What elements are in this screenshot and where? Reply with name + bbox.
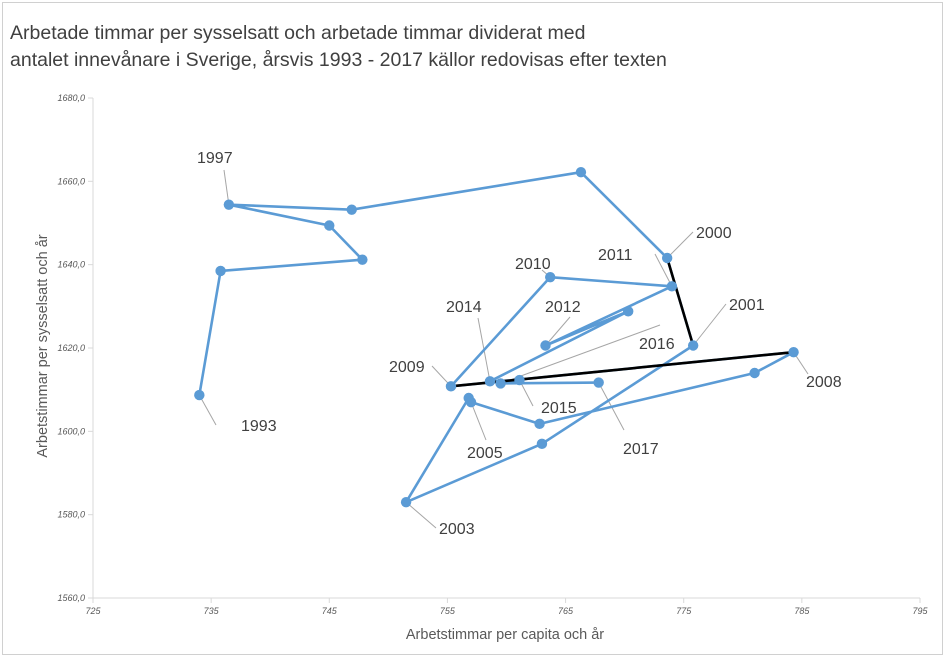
year-label-2015: 2015 bbox=[541, 400, 577, 417]
point-2002 bbox=[536, 438, 548, 450]
y-tick-label: 1560,0 bbox=[57, 593, 85, 603]
leader-2003 bbox=[405, 501, 437, 529]
series-markers bbox=[194, 166, 799, 508]
leader-2016 bbox=[500, 324, 661, 384]
year-label-1997: 1997 bbox=[197, 150, 233, 167]
leader-1993 bbox=[198, 394, 217, 426]
chart-title: Arbetade timmar per sysselsatt och arbet… bbox=[10, 20, 930, 74]
point-1995 bbox=[357, 254, 368, 265]
point-2010 bbox=[545, 271, 556, 283]
point-1994 bbox=[215, 265, 226, 277]
year-label-2005: 2005 bbox=[467, 445, 503, 462]
x-tick-label: 745 bbox=[322, 606, 338, 616]
leader-1997 bbox=[223, 169, 230, 205]
point-2014 bbox=[484, 376, 496, 387]
year-label-2012: 2012 bbox=[545, 299, 581, 316]
axes: 725 735 745 755 765 775 785 795 1560,0 1580,0 1600… bbox=[57, 93, 928, 616]
leader-2011 bbox=[654, 253, 673, 287]
point-2016 bbox=[495, 378, 506, 389]
point-2009 bbox=[445, 381, 457, 392]
point-2006 bbox=[534, 418, 545, 430]
year-label-2009: 2009 bbox=[389, 359, 425, 376]
y-tick-label: 1580,0 bbox=[57, 510, 85, 520]
highlight-segment-2009-2008 bbox=[450, 350, 794, 388]
chart-title-line-1: Arbetade timmar per sysselsatt och arbet… bbox=[10, 22, 586, 44]
year-label-2014: 2014 bbox=[446, 299, 482, 316]
year-label-2001: 2001 bbox=[729, 297, 765, 314]
x-tick-label: 795 bbox=[912, 606, 928, 616]
leader-2001 bbox=[692, 303, 727, 346]
y-tick-label: 1660,0 bbox=[57, 176, 85, 186]
x-tick-label: 785 bbox=[794, 606, 810, 616]
year-label-2003: 2003 bbox=[439, 521, 475, 538]
point-2005 bbox=[465, 396, 477, 408]
x-axis-title: Arbetstimmar per capita och år bbox=[406, 627, 604, 643]
year-label-2010: 2010 bbox=[515, 256, 551, 273]
point-2001 bbox=[687, 340, 699, 351]
leader-2000 bbox=[666, 231, 694, 259]
x-tick-label: 765 bbox=[558, 606, 574, 616]
chart-title-line-2: antalet innevånare i Sverige, årsvis 199… bbox=[10, 49, 667, 71]
point-1998 bbox=[346, 204, 357, 215]
point-2003 bbox=[400, 496, 412, 508]
point-2017 bbox=[593, 377, 604, 388]
y-tick-label: 1620,0 bbox=[57, 343, 85, 353]
year-label-2008: 2008 bbox=[806, 374, 842, 391]
year-labels: 1993 1997 2000 2001 2003 2005 2008 2009 2010 2011… bbox=[197, 150, 842, 538]
point-1993 bbox=[194, 389, 205, 401]
y-tick-label: 1680,0 bbox=[57, 93, 85, 103]
x-tick-label: 725 bbox=[85, 606, 101, 616]
year-label-1993: 1993 bbox=[241, 418, 277, 435]
year-label-2017: 2017 bbox=[623, 441, 659, 458]
highlight-segment-2000-2001 bbox=[665, 257, 695, 346]
point-1999 bbox=[575, 166, 587, 178]
year-label-2011: 2011 bbox=[598, 247, 633, 264]
year-label-2016: 2016 bbox=[639, 336, 675, 353]
y-tick-label: 1640,0 bbox=[57, 260, 85, 270]
year-label-2000: 2000 bbox=[696, 225, 732, 242]
y-tick-label: 1600,0 bbox=[57, 426, 85, 436]
point-2011 bbox=[666, 281, 678, 292]
leader-2012 bbox=[545, 316, 571, 346]
point-2013 bbox=[622, 306, 634, 317]
label-leader-lines bbox=[198, 169, 809, 529]
point-2007 bbox=[749, 367, 760, 379]
point-2008 bbox=[788, 346, 799, 358]
x-tick-label: 735 bbox=[204, 606, 220, 616]
leader-2005 bbox=[470, 401, 487, 441]
x-tick-label: 755 bbox=[440, 606, 456, 616]
point-2012 bbox=[540, 340, 551, 351]
point-1997 bbox=[223, 199, 235, 210]
x-tick-label: 775 bbox=[676, 606, 692, 616]
point-2015 bbox=[514, 374, 525, 386]
y-axis-title: Arbetstimmar per sysselsatt och år bbox=[35, 234, 51, 457]
point-2000 bbox=[661, 252, 673, 264]
point-1996 bbox=[324, 220, 335, 231]
